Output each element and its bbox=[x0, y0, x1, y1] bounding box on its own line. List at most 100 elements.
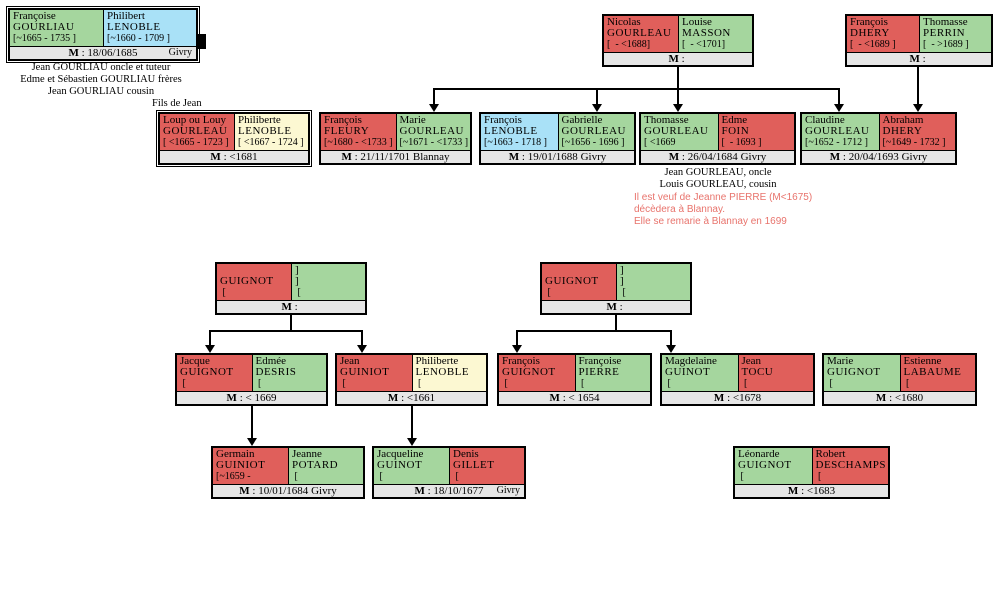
marriage-bar: M : 10/01/1684 Givry bbox=[213, 484, 363, 497]
life-dates: [~1660 - 1709 ] bbox=[107, 33, 170, 44]
life-dates: [~1652 - 1712 ] bbox=[805, 137, 868, 148]
person-cell-right[interactable]: Françoise PIERRE [ bbox=[574, 355, 650, 391]
family-box-fleury-gourleau: François FLEURY [~1680 - <1733 ] Marie GOURL… bbox=[319, 112, 472, 165]
life-dates: [ - <1688] bbox=[607, 39, 651, 50]
couple-cells: Magdelaine GUINOT [Jean TOCU [ bbox=[662, 355, 813, 391]
last-name: GOURLEAU bbox=[644, 125, 709, 137]
person-cell-left[interactable]: François FLEURY [~1680 - <1733 ] bbox=[321, 114, 396, 150]
person-cell-left[interactable]: Germain GUINIOT [~1659 - bbox=[213, 448, 288, 484]
person-cell-right[interactable]: Denis GILLET [ bbox=[449, 448, 524, 484]
person-cell-right[interactable]: ]] [ bbox=[291, 264, 365, 300]
life-dates: [ <1665 - 1723 ] bbox=[163, 137, 229, 148]
person-cell-right[interactable]: ]] [ bbox=[616, 264, 690, 300]
family-link-tab[interactable] bbox=[195, 34, 206, 49]
person-cell-right[interactable]: Philiberte LENOBLE [ bbox=[411, 355, 486, 391]
note-line: Elle se remarie à Blannay en 1699 bbox=[634, 216, 787, 227]
person-cell-left[interactable]: Jacque GUIGNOT [ bbox=[177, 355, 252, 391]
couple-cells: Thomasse GOURLEAU[ <1669 Edme FOIN[ - 1693 … bbox=[641, 114, 794, 150]
person-cell-left[interactable]: François GUIGNOT [ bbox=[499, 355, 575, 391]
last-name: GUINIOT bbox=[216, 459, 266, 471]
last-name: LENOBLE bbox=[415, 366, 470, 378]
first-name: Thomasse bbox=[644, 114, 689, 126]
person-cell-right[interactable]: Thomasse PERRIN[ - >1689 ] bbox=[919, 16, 991, 52]
box5-notes: Jean GOURLEAU, oncle Louis GOURLEAU, cou… bbox=[632, 167, 804, 191]
family-box-guignot-labaume: Marie GUIGNOT [Estienne LABAUME [M : <1680 bbox=[822, 353, 977, 406]
person-cell-left[interactable]: Françoise GOURLIAU [~1665 - 1735 ] bbox=[10, 10, 103, 46]
last-name: ] bbox=[295, 275, 300, 287]
family-box-guinot-tocu: Magdelaine GUINOT [Jean TOCU [M : <1678 bbox=[660, 353, 815, 406]
first-name: Françoise bbox=[578, 355, 622, 367]
family-box-gourliau-lenoble: Françoise GOURLIAU [~1665 - 1735 ] Philiber… bbox=[6, 6, 200, 63]
person-cell-left[interactable]: Jacqueline GUINOT [ bbox=[374, 448, 449, 484]
person-cell-right[interactable]: Marie GOURLEAU [~1671 - <1733 ] bbox=[395, 114, 470, 150]
person-cell-left[interactable]: Nicolas GOURLEAU[ - <1688] bbox=[604, 16, 678, 52]
person-cell-right[interactable]: Jean TOCU [ bbox=[737, 355, 813, 391]
life-dates: [ bbox=[815, 471, 822, 482]
life-dates: [ - <1701] bbox=[682, 39, 726, 50]
marriage-bar: M : bbox=[847, 52, 991, 65]
last-name: POTARD bbox=[292, 459, 339, 471]
family-box-lenoble-gourleau: François LENOBLE [~1663 - 1718 ] Gabrielle G… bbox=[479, 112, 636, 165]
marriage-bar: M : bbox=[542, 300, 690, 313]
person-cell-right[interactable]: Abraham DHERY [~1649 - 1732 ] bbox=[878, 114, 955, 150]
last-name: GUINIOT bbox=[340, 366, 390, 378]
life-dates: [ <1669 bbox=[644, 137, 676, 148]
person-cell-right[interactable]: Louise MASSON[ - <1701] bbox=[678, 16, 752, 52]
person-cell-right[interactable]: Estienne LABAUME [ bbox=[899, 355, 975, 391]
couple-cells: Claudine GOURLEAU [~1652 - 1712 ] Abraham DH… bbox=[802, 114, 955, 150]
last-name: DHERY bbox=[850, 27, 890, 39]
person-cell-left[interactable]: François LENOBLE [~1663 - 1718 ] bbox=[481, 114, 558, 150]
life-dates: [ bbox=[578, 378, 585, 389]
arrow-down-icon bbox=[512, 345, 522, 353]
life-dates: [~1656 - 1696 ] bbox=[561, 137, 625, 148]
couple-cells: Germain GUINIOT [~1659 - Jeanne POTARD [ bbox=[213, 448, 363, 484]
life-dates: [ bbox=[502, 378, 508, 389]
life-dates: [ bbox=[180, 378, 186, 389]
life-dates: [ bbox=[295, 287, 301, 298]
couple-cells: GUIGNOT []] [ bbox=[542, 264, 690, 300]
last-name: GOURLEAU bbox=[561, 125, 626, 137]
life-dates: [ bbox=[741, 378, 748, 389]
marriage-bar: M : 19/01/1688 Givry bbox=[481, 150, 634, 163]
first-name: Abraham bbox=[882, 114, 924, 126]
first-name: Gabrielle bbox=[561, 114, 603, 126]
person-cell-right[interactable]: Robert DESCHAMPS [ bbox=[811, 448, 888, 484]
person-cell-right[interactable]: Edmée DESRIS [ bbox=[251, 355, 326, 391]
person-cell-right[interactable]: Jeanne POTARD [ bbox=[288, 448, 363, 484]
person-cell-left[interactable]: Thomasse GOURLEAU[ <1669 bbox=[641, 114, 718, 150]
person-cell-left[interactable]: Léonarde GUIGNOT [ bbox=[735, 448, 812, 484]
person-cell-left[interactable]: Claudine GOURLEAU [~1652 - 1712 ] bbox=[802, 114, 879, 150]
person-cell-left[interactable]: Jean GUINIOT [ bbox=[337, 355, 412, 391]
first-name: Françoise bbox=[13, 10, 56, 22]
life-dates: [~1671 - <1733 ] bbox=[399, 137, 469, 148]
connector-line bbox=[361, 330, 363, 345]
last-name: DESCHAMPS bbox=[815, 459, 887, 471]
first-name: Germain bbox=[216, 448, 255, 460]
person-cell-left[interactable]: GUIGNOT [ bbox=[217, 264, 291, 300]
note-line: Jean GOURLIAU cousin bbox=[47, 86, 155, 97]
person-cell-left[interactable]: Magdelaine GUINOT [ bbox=[662, 355, 738, 391]
person-cell-right[interactable]: Philibert LENOBLE [~1660 - 1709 ] bbox=[103, 10, 196, 46]
family-box-dhery-perrin: François DHERY[ - <1689 ] Thomasse PERRIN[ … bbox=[845, 14, 993, 67]
fils-de-jean-label: Fils de Jean bbox=[152, 98, 202, 109]
person-cell-left[interactable]: Marie GUIGNOT [ bbox=[824, 355, 900, 391]
connector-line bbox=[677, 67, 679, 88]
person-cell-right[interactable]: Edme FOIN[ - 1693 ] bbox=[717, 114, 794, 150]
couple-cells: Nicolas GOURLEAU[ - <1688] Louise MASSON[ -… bbox=[604, 16, 752, 52]
person-cell-left[interactable]: Loup ou Louy GOURLEAU[ <1665 - 1723 ] bbox=[160, 114, 234, 150]
marriage-label: M bbox=[508, 151, 520, 163]
life-dates: [ bbox=[665, 378, 671, 389]
life-dates: [ bbox=[255, 378, 262, 389]
couple-cells: Jacque GUIGNOT [Edmée DESRIS [ bbox=[177, 355, 326, 391]
marriage-label: M bbox=[549, 392, 560, 404]
connector-line bbox=[209, 330, 363, 332]
person-cell-right[interactable]: Gabrielle GOURLEAU [~1656 - 1696 ] bbox=[557, 114, 634, 150]
marriage-label: M bbox=[909, 53, 920, 65]
family-box-guignot-unknown-left: GUIGNOT []] [M : bbox=[215, 262, 367, 315]
person-cell-left[interactable]: GUIGNOT [ bbox=[542, 264, 616, 300]
person-cell-left[interactable]: François DHERY[ - <1689 ] bbox=[847, 16, 919, 52]
person-cell-right[interactable]: Philiberte LENOBLE[ <1667 - 1724 ] bbox=[234, 114, 308, 150]
marriage-label: M bbox=[668, 151, 680, 163]
last-name: GOURLIAU bbox=[13, 21, 75, 33]
first-name: Nicolas bbox=[607, 16, 641, 28]
